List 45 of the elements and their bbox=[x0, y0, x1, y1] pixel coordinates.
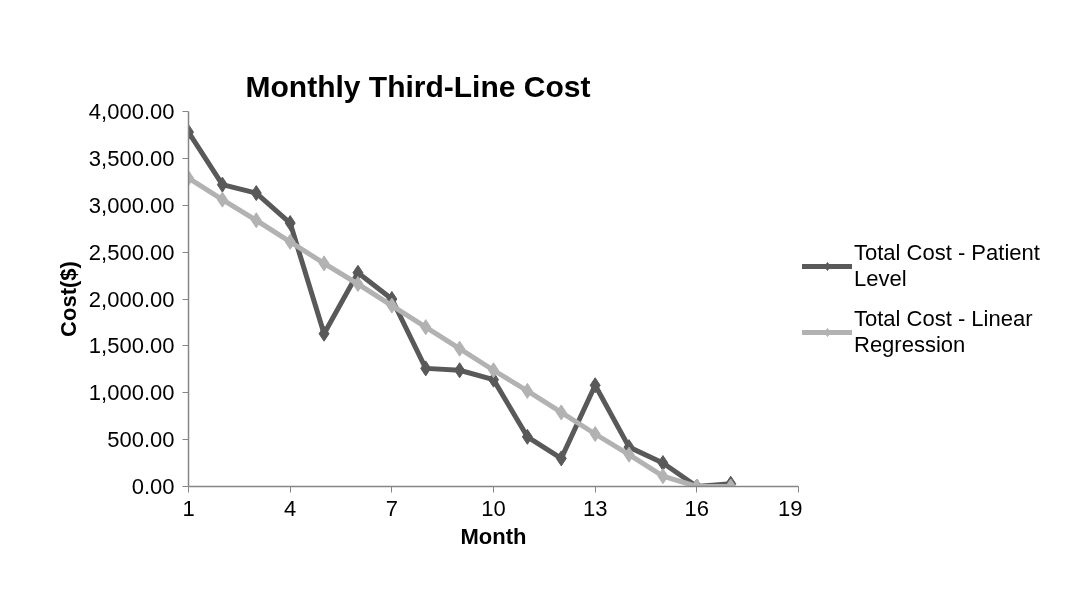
point bbox=[521, 382, 533, 399]
point bbox=[420, 319, 432, 336]
point bbox=[555, 404, 567, 421]
point bbox=[250, 212, 262, 229]
point bbox=[386, 297, 398, 314]
point bbox=[284, 233, 296, 250]
point bbox=[216, 191, 228, 208]
y-axis-title: Cost($) bbox=[55, 261, 81, 337]
x-tick-label: 13 bbox=[582, 495, 608, 521]
y-tick-label: 4,000.00 bbox=[88, 99, 175, 124]
y-tick-label: 3,000.00 bbox=[88, 192, 175, 218]
x-tick-label: 4 bbox=[284, 495, 297, 521]
y-tick-label: 500.00 bbox=[107, 427, 175, 453]
point bbox=[521, 428, 533, 445]
point bbox=[623, 446, 635, 463]
x-tick-label: 1 bbox=[182, 495, 195, 521]
y-tick-label: 1,500.00 bbox=[88, 333, 175, 359]
x-tick-label: 7 bbox=[385, 495, 398, 521]
point bbox=[589, 377, 601, 394]
point bbox=[250, 185, 262, 202]
legend-label: Total Cost - Linear Regression bbox=[854, 305, 1033, 358]
legend-label: Total Cost - Patient Level bbox=[854, 239, 1040, 292]
point bbox=[318, 255, 330, 272]
x-tick-label: 16 bbox=[684, 495, 710, 521]
point bbox=[420, 360, 432, 377]
y-tick-label: 3,500.00 bbox=[88, 145, 175, 171]
point bbox=[352, 276, 364, 292]
point bbox=[657, 468, 669, 485]
x-tick-label: 10 bbox=[481, 495, 506, 521]
y-tick-label: 2,000.00 bbox=[88, 286, 175, 312]
point bbox=[657, 455, 669, 472]
point bbox=[284, 215, 296, 232]
point bbox=[454, 362, 466, 379]
point bbox=[318, 325, 330, 342]
point bbox=[216, 176, 228, 193]
point bbox=[555, 450, 567, 467]
x-axis-title: Month bbox=[460, 523, 527, 549]
point bbox=[589, 426, 601, 442]
x-tick-label: 19 bbox=[778, 495, 803, 521]
y-tick-label: 1,000.00 bbox=[88, 380, 175, 406]
chart-title: Monthly Third-Line Cost bbox=[245, 69, 591, 103]
y-tick-label: 2,500.00 bbox=[88, 239, 175, 265]
point bbox=[454, 340, 466, 357]
point bbox=[352, 264, 364, 281]
y-tick-label: 0.00 bbox=[131, 474, 175, 499]
